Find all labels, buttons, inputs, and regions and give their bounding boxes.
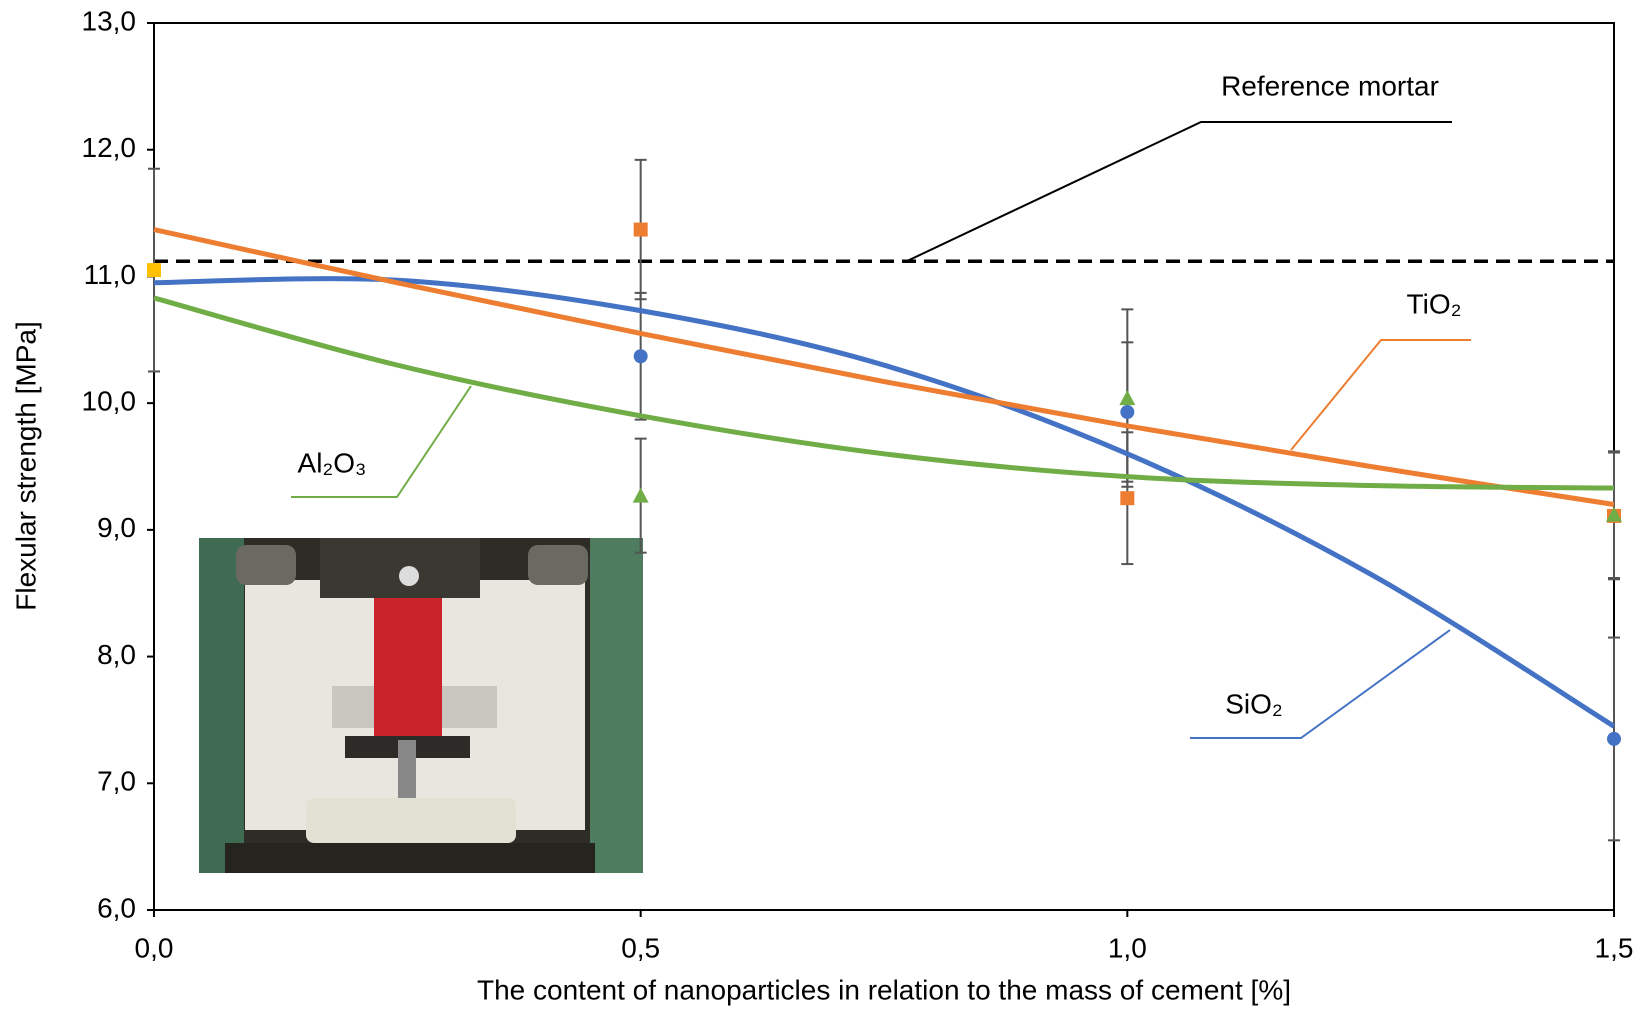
y-tick-label: 7,0 — [97, 766, 136, 797]
data-point — [1607, 731, 1621, 746]
y-tick-label: 8,0 — [97, 639, 136, 670]
leader-line — [291, 385, 472, 498]
data-point — [1120, 405, 1135, 420]
x-axis-label: The content of nanoparticles in relation… — [477, 974, 1291, 1005]
y-tick-label: 10,0 — [82, 386, 137, 417]
x-tick-label: 1,5 — [1595, 932, 1634, 963]
y-tick-label: 12,0 — [82, 132, 137, 163]
trend-line — [153, 295, 1615, 491]
y-tick-label: 11,0 — [84, 259, 136, 290]
y-axis-label: Flexular strength [MPa] — [10, 321, 41, 610]
annotation: TiO₂ — [1407, 288, 1462, 319]
leader-line — [1290, 339, 1471, 451]
data-point — [147, 263, 161, 278]
data-point — [1120, 491, 1135, 506]
annotation: Al₂O₃ — [298, 447, 367, 478]
data-point — [1606, 506, 1622, 522]
annotation: SiO₂ — [1225, 688, 1283, 719]
y-tick-label: 9,0 — [97, 512, 136, 543]
annotation: Reference mortar — [1221, 70, 1439, 101]
y-tick-label: 6,0 — [97, 892, 136, 923]
x-tick-label: 1,0 — [1108, 932, 1147, 963]
leader-line — [1190, 629, 1451, 739]
x-tick-label: 0,5 — [621, 932, 660, 963]
data-point — [633, 349, 648, 364]
y-tick-label: 13,0 — [82, 5, 137, 36]
inset-photo — [199, 538, 643, 873]
data-point — [632, 487, 649, 503]
leader-line — [904, 121, 1452, 263]
data-point — [1119, 390, 1136, 406]
data-point — [633, 222, 648, 237]
trend-line — [153, 227, 1615, 507]
x-tick-label: 0,0 — [135, 932, 174, 963]
